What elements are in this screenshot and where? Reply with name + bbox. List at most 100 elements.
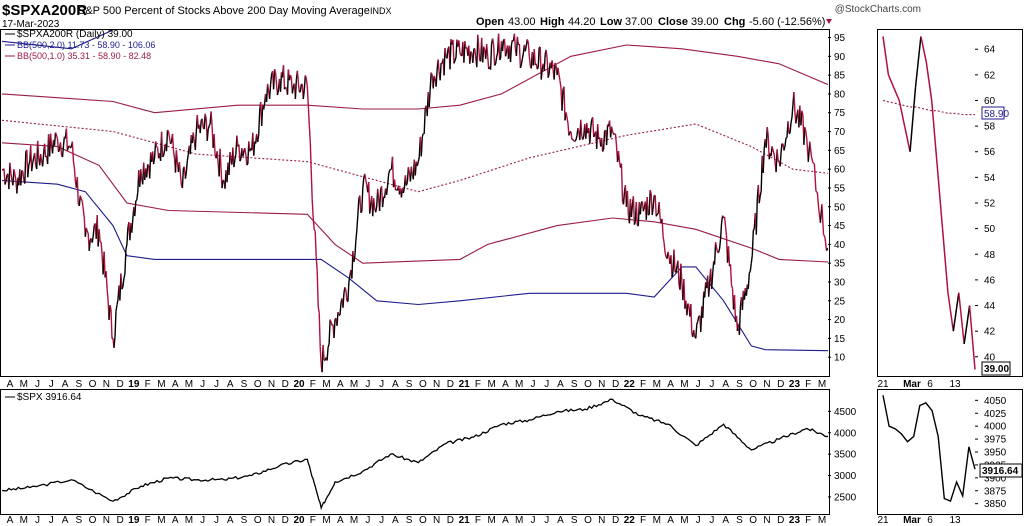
price-segment <box>299 84 302 93</box>
x-tick-label: 20 <box>293 515 305 526</box>
price-segment <box>381 196 385 208</box>
price-segment <box>13 169 16 175</box>
price-segment <box>156 146 159 149</box>
x-tick-label: M <box>653 379 661 390</box>
price-segment <box>309 142 312 170</box>
price-segment <box>563 86 566 121</box>
price-segment <box>114 311 117 337</box>
price-segment <box>613 133 615 136</box>
y-tick-label: 3900 <box>984 473 1007 484</box>
y-tick-label: 60 <box>984 96 996 107</box>
y-tick-label: 45 <box>834 221 846 232</box>
price-segment <box>272 69 276 90</box>
price-segment <box>454 57 457 61</box>
price-segment <box>572 138 575 142</box>
x-tick-label: A <box>502 379 509 390</box>
price-segment <box>14 174 17 181</box>
price-segment <box>789 122 792 134</box>
price-segment <box>773 153 776 163</box>
price-segment <box>194 131 197 150</box>
price-segment <box>178 162 182 174</box>
price-segment <box>56 139 60 152</box>
price-segment <box>825 247 828 251</box>
price-segment <box>554 62 557 67</box>
y-tick-label: 3850 <box>984 499 1007 510</box>
price-segment <box>566 117 569 124</box>
price-segment <box>53 132 57 146</box>
x-tick-label: J <box>35 515 40 526</box>
price-segment <box>109 304 112 310</box>
price-segment <box>339 302 342 315</box>
chg-value: -5.60 (-12.56%) <box>749 16 825 28</box>
price-segment <box>617 151 621 162</box>
price-segment <box>336 312 339 326</box>
price-segment <box>322 345 325 361</box>
y-tick-label: 2500 <box>834 492 857 503</box>
price-segment <box>165 129 169 152</box>
x-tick-label: D <box>282 379 289 390</box>
price-segment <box>289 74 293 79</box>
price-segment <box>319 346 322 365</box>
price-segment <box>464 41 467 49</box>
price-segment <box>72 160 76 169</box>
price-segment <box>269 74 273 85</box>
price-segment <box>10 173 13 181</box>
price-segment <box>630 204 634 217</box>
price-segment <box>795 115 798 124</box>
price-segment <box>171 133 175 151</box>
spx-tag-text: 3916.64 <box>982 466 1019 477</box>
price-segment <box>43 143 47 158</box>
price-segment <box>632 196 636 225</box>
price-segment <box>410 166 413 175</box>
price-segment <box>543 54 546 71</box>
price-segment <box>216 151 219 163</box>
price-segment <box>469 51 472 64</box>
x-tick-label: 21 <box>459 379 471 390</box>
x-tick-label: N <box>103 515 110 526</box>
x-tick-label: 13 <box>949 515 961 526</box>
x-tick-label: 21 <box>459 515 471 526</box>
x-tick-label: 23 <box>789 515 801 526</box>
x-tick-label: A <box>7 515 14 526</box>
x-tick-label: N <box>103 379 110 390</box>
price-segment <box>306 86 309 106</box>
y-tick-label: 3975 <box>984 435 1007 446</box>
x-tick-label: O <box>419 515 427 526</box>
price-segment <box>263 103 266 110</box>
price-segment <box>930 100 938 165</box>
y-tick-label: 4050 <box>984 396 1007 407</box>
price-segment <box>714 242 718 248</box>
chg-label: Chg <box>724 16 745 28</box>
price-segment <box>610 126 614 132</box>
y-tick-label: 30 <box>834 277 846 288</box>
y-tick-label: 64 <box>984 45 996 56</box>
price-segment <box>622 191 626 205</box>
price-segment <box>184 171 188 179</box>
x-tick-label: Mar <box>903 515 921 526</box>
price-segment <box>655 213 658 217</box>
price-segment <box>626 190 630 216</box>
price-segment <box>518 43 522 68</box>
price-segment <box>3 168 6 185</box>
price-segment <box>449 39 452 70</box>
open-value: 43.00 <box>508 16 536 28</box>
price-segment <box>654 195 657 217</box>
exchange-label: INDX <box>370 6 392 16</box>
x-tick-label: O <box>584 515 592 526</box>
price-segment <box>207 125 210 130</box>
price-segment <box>274 72 278 86</box>
price-segment <box>771 146 774 151</box>
price-segment <box>57 149 61 153</box>
y-tick-label: 3875 <box>984 486 1007 497</box>
price-segment <box>257 134 260 143</box>
x-tick-label: F <box>310 515 316 526</box>
price-segment <box>482 46 485 63</box>
price-segment <box>356 215 359 231</box>
price-segment <box>575 135 578 141</box>
price-segment <box>526 39 529 43</box>
price-segment <box>749 263 752 272</box>
x-tick-label: J <box>696 379 701 390</box>
x-tick-label: A <box>667 379 674 390</box>
price-segment <box>887 74 895 88</box>
x-tick-label: O <box>89 379 97 390</box>
